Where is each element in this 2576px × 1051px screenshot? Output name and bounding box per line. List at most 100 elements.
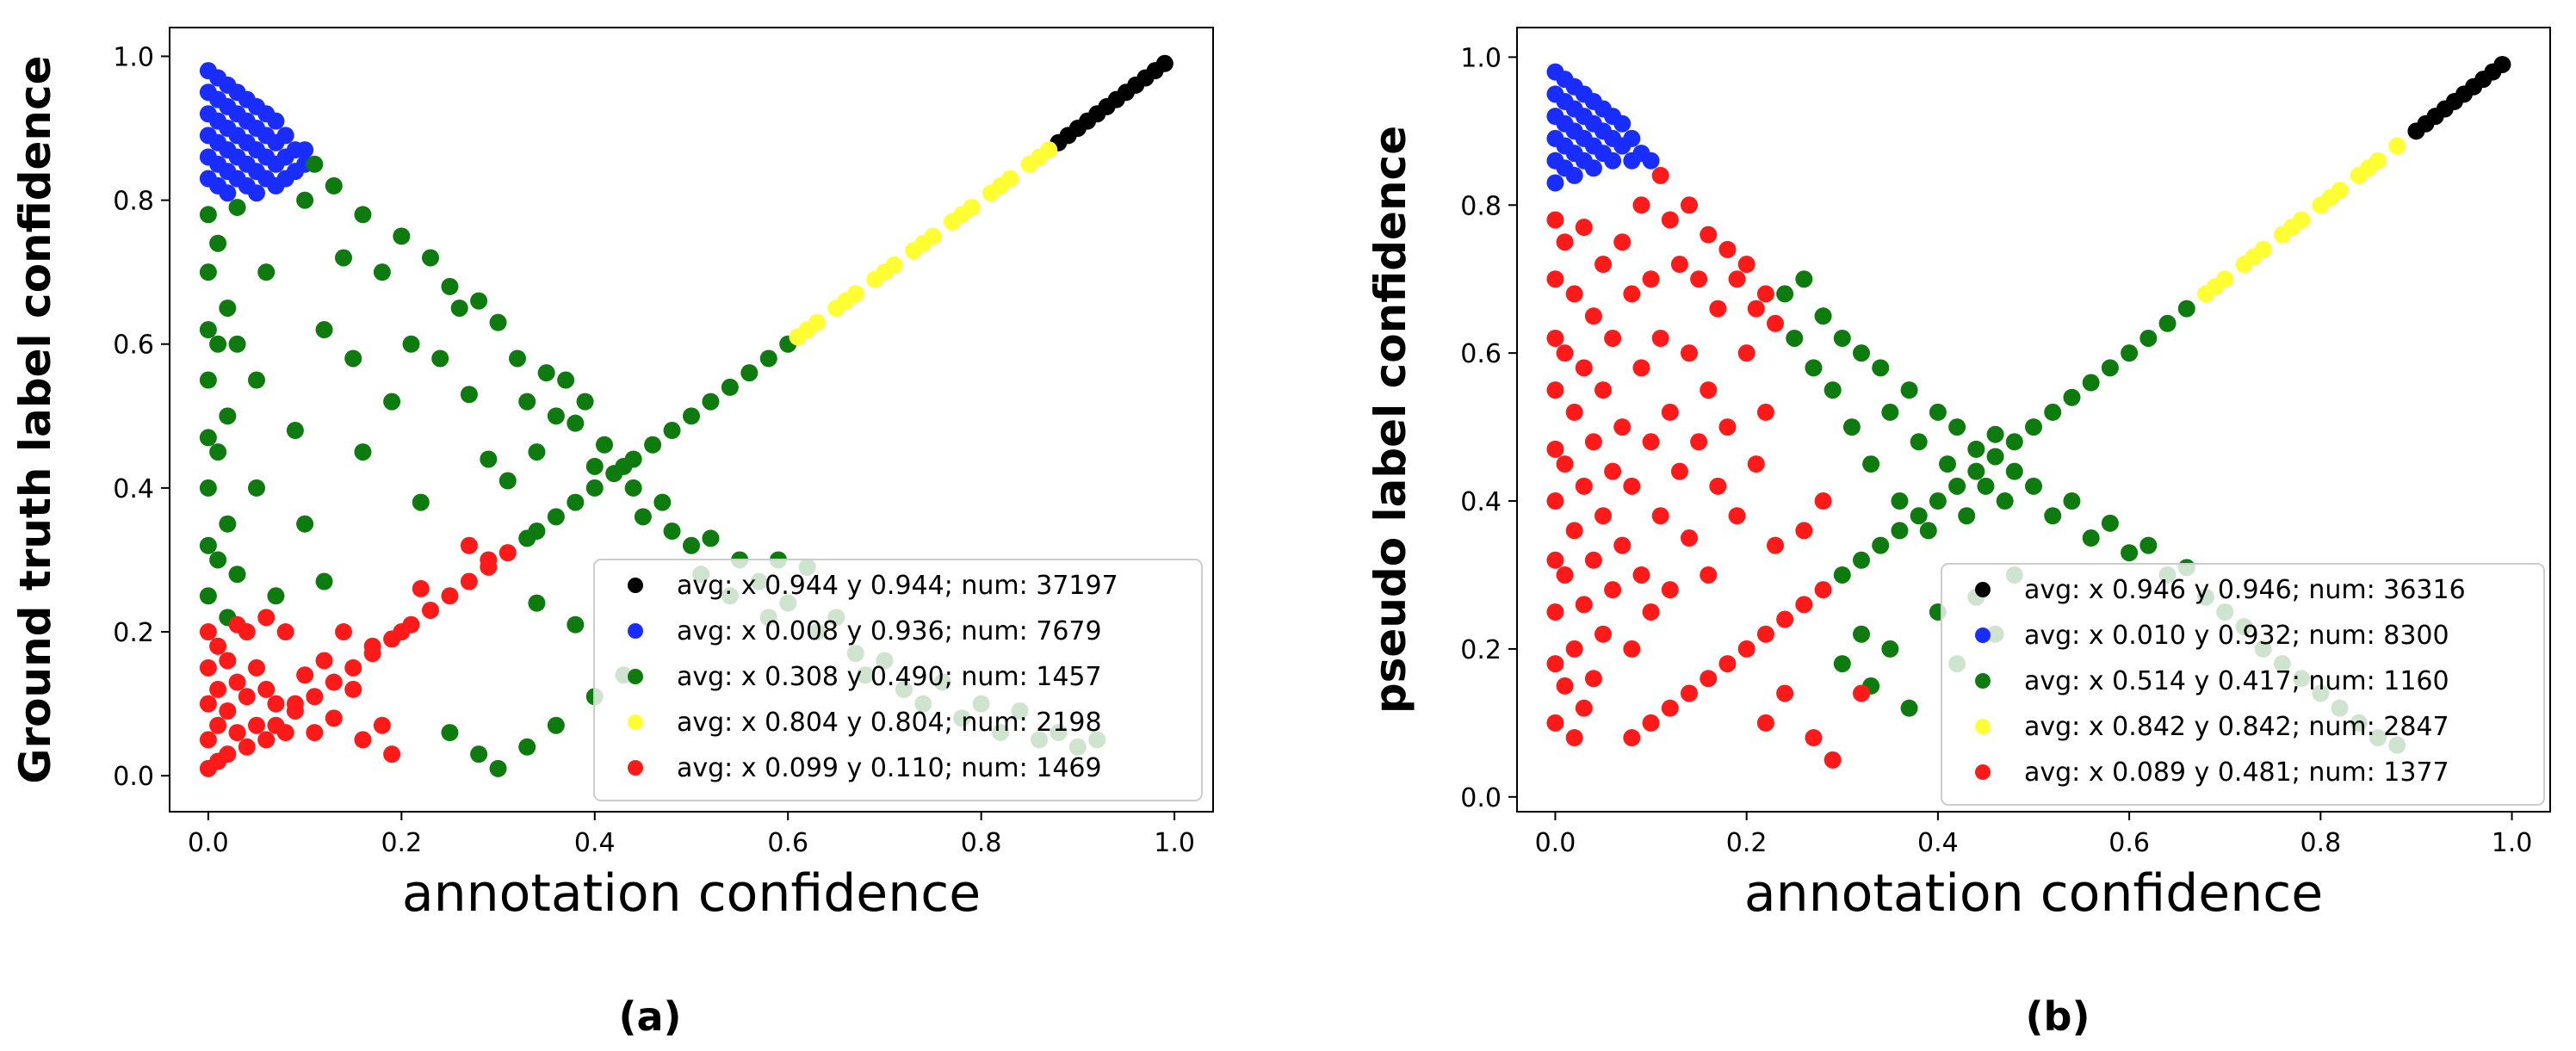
data-point — [1853, 551, 1870, 569]
legend-marker — [628, 760, 643, 776]
x-tick-label: 0.4 — [1917, 828, 1959, 858]
data-point — [335, 623, 352, 641]
panel-caption: (b) — [2026, 993, 2090, 1040]
y-tick-label: 0.0 — [1460, 783, 1502, 813]
legend-entry: avg: x 0.308 y 0.490; num: 1457 — [677, 662, 1102, 692]
data-point — [1853, 344, 1870, 362]
series-3 — [789, 141, 1058, 346]
data-point — [1623, 285, 1641, 303]
data-point — [1700, 670, 1718, 688]
legend-entry: avg: x 0.089 y 0.481; num: 1377 — [2024, 757, 2449, 788]
data-point — [1881, 640, 1899, 658]
data-point — [596, 436, 613, 454]
data-point — [1604, 329, 1622, 347]
data-point — [2474, 71, 2492, 89]
data-point — [199, 587, 217, 605]
data-point — [267, 176, 285, 195]
data-point — [1853, 625, 1870, 643]
data-point — [325, 709, 343, 727]
panel-caption: (a) — [618, 993, 681, 1040]
series-1 — [1546, 63, 1660, 192]
data-point — [1604, 462, 1622, 480]
data-point — [1613, 536, 1632, 554]
data-point — [585, 479, 604, 497]
data-point — [286, 422, 304, 440]
data-point — [209, 680, 227, 698]
series-1 — [199, 62, 314, 202]
data-point — [1805, 359, 1823, 377]
data-point — [373, 716, 391, 734]
data-point — [219, 299, 237, 317]
data-point — [480, 551, 498, 569]
panel-a: 0.0 0.2 0.4 0.6 0.8 1.0 0.0 0.2 0.4 0.6 0.8 1.0 anno… — [10, 27, 1214, 1040]
data-point — [498, 472, 517, 490]
data-point — [1747, 300, 1765, 318]
series-0 — [2407, 55, 2511, 140]
data-point — [354, 443, 372, 461]
legend-entry: avg: x 0.804 y 0.804; num: 2198 — [677, 708, 1102, 738]
data-point — [1718, 418, 1737, 436]
data-point — [2139, 536, 2158, 554]
data-point — [1556, 344, 1574, 362]
data-point — [238, 738, 256, 756]
data-point — [547, 716, 565, 734]
data-point — [228, 198, 246, 216]
data-point — [1575, 359, 1593, 377]
data-point — [653, 493, 672, 511]
data-point — [199, 263, 217, 281]
x-tick-label: 0.8 — [2300, 828, 2341, 858]
data-point — [1642, 433, 1660, 451]
data-point — [1929, 492, 1947, 510]
x-tick-label: 0.6 — [2108, 828, 2150, 858]
data-point — [354, 731, 372, 749]
data-point — [702, 393, 720, 411]
data-point — [199, 536, 217, 554]
data-point — [1756, 625, 1774, 643]
y-tick-label: 1.0 — [113, 42, 154, 72]
data-point — [1059, 127, 1077, 145]
data-point — [798, 321, 816, 339]
data-point — [228, 335, 246, 353]
data-point — [1690, 270, 1708, 288]
data-point — [2082, 374, 2100, 392]
data-point — [257, 609, 276, 627]
data-point — [1546, 329, 1564, 347]
x-tick-label: 0.8 — [961, 828, 1002, 858]
y-tick-label: 0.6 — [1460, 339, 1502, 369]
y-tick-label: 0.8 — [113, 187, 154, 217]
data-point — [199, 371, 217, 389]
data-point — [1546, 174, 1564, 192]
data-point — [470, 745, 488, 764]
legend-marker — [1975, 582, 1991, 597]
data-point — [441, 587, 459, 605]
x-tick-label: 0.0 — [188, 828, 229, 858]
data-point — [219, 407, 237, 425]
data-point — [480, 450, 498, 468]
x-axis-label: annotation confidence — [402, 863, 981, 924]
data-point — [2359, 159, 2377, 177]
data-point — [1718, 240, 1737, 258]
data-point — [1737, 344, 1756, 362]
data-point — [1881, 403, 1899, 421]
data-point — [1623, 729, 1641, 747]
data-point — [2436, 100, 2454, 118]
data-point — [2025, 477, 2042, 495]
data-point — [1623, 477, 1641, 495]
data-point — [344, 658, 362, 677]
data-point — [1872, 536, 1890, 554]
data-point — [209, 551, 227, 569]
x-tick-label: 1.0 — [1154, 828, 1195, 858]
data-point — [1546, 270, 1564, 288]
data-point — [1709, 477, 1727, 495]
data-point — [1575, 477, 1593, 495]
data-point — [2044, 507, 2062, 525]
data-point — [325, 673, 343, 691]
data-point — [219, 745, 237, 764]
x-tick-label: 1.0 — [2492, 828, 2533, 858]
data-point — [547, 508, 565, 526]
data-point — [1079, 112, 1097, 130]
data-point — [2158, 314, 2177, 332]
data-point — [1575, 699, 1593, 717]
data-point — [2121, 544, 2139, 562]
data-point — [470, 292, 488, 310]
